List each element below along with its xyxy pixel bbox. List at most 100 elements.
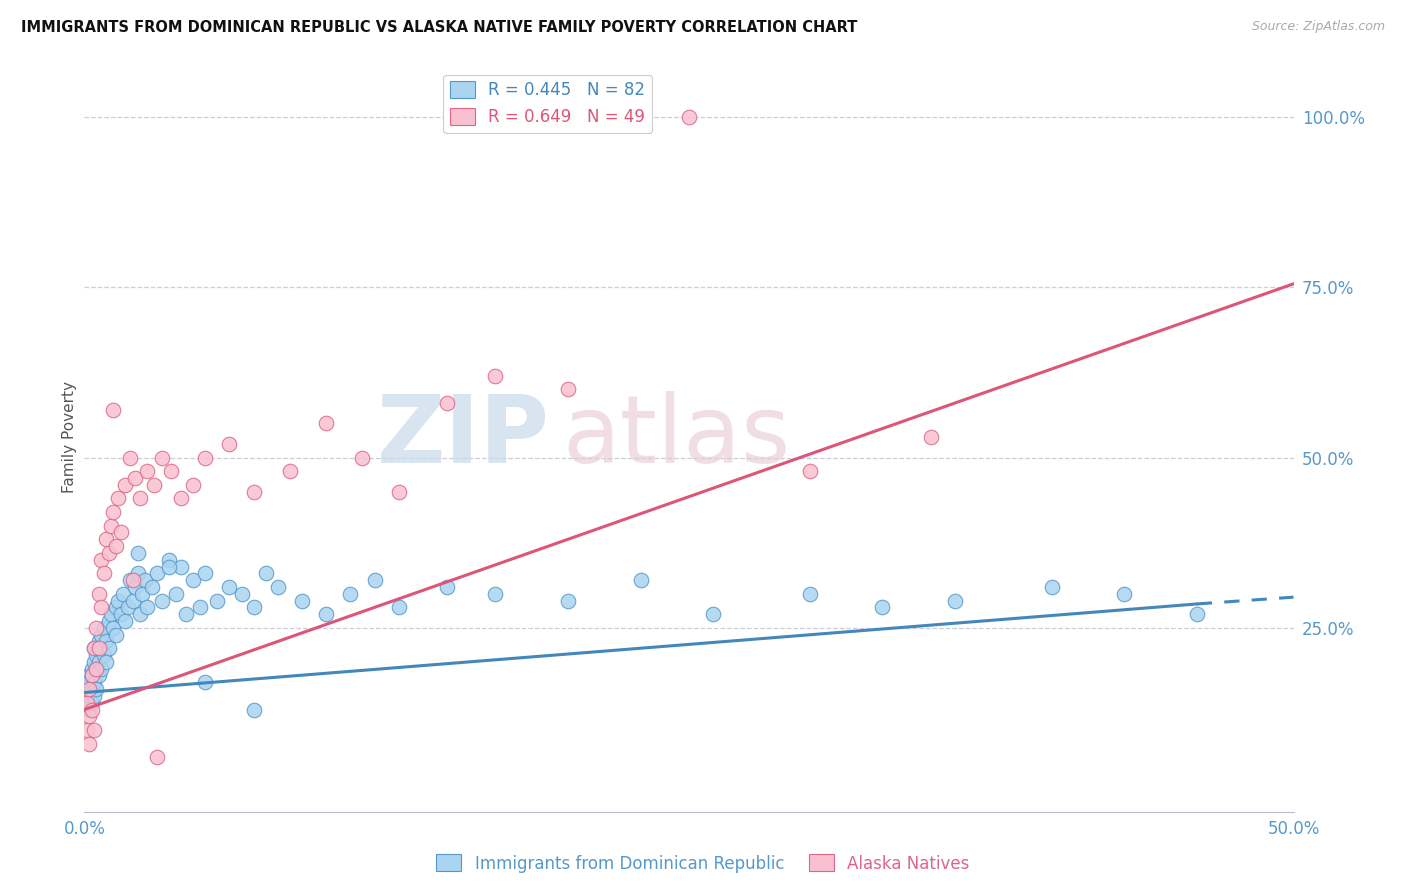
Point xyxy=(86,682,108,697)
Point xyxy=(484,368,506,383)
Text: Source: ZipAtlas.com: Source: ZipAtlas.com xyxy=(1251,20,1385,33)
Point xyxy=(90,627,112,641)
Point xyxy=(87,641,110,656)
Point xyxy=(218,580,240,594)
Point xyxy=(90,600,112,615)
Point xyxy=(678,110,700,124)
Point xyxy=(86,662,108,676)
Point xyxy=(630,573,652,587)
Point xyxy=(83,655,105,669)
Point xyxy=(97,546,120,560)
Point xyxy=(131,587,153,601)
Point xyxy=(87,655,110,669)
Text: IMMIGRANTS FROM DOMINICAN REPUBLIC VS ALASKA NATIVE FAMILY POVERTY CORRELATION C: IMMIGRANTS FROM DOMINICAN REPUBLIC VS AL… xyxy=(21,20,858,35)
Point xyxy=(136,464,159,478)
Point xyxy=(267,580,290,594)
Point xyxy=(129,607,152,622)
Point xyxy=(80,682,103,697)
Point xyxy=(194,450,217,465)
Point xyxy=(76,723,98,737)
Point xyxy=(120,573,142,587)
Point xyxy=(190,600,212,615)
Point xyxy=(160,464,183,478)
Point xyxy=(920,430,942,444)
Point xyxy=(943,593,966,607)
Point xyxy=(1185,607,1208,622)
Point xyxy=(218,437,240,451)
Point xyxy=(231,587,253,601)
Point xyxy=(143,477,166,491)
Point xyxy=(77,682,100,697)
Point xyxy=(83,689,105,703)
Point xyxy=(83,641,105,656)
Point xyxy=(80,662,103,676)
Point xyxy=(146,750,169,764)
Point xyxy=(97,614,120,628)
Legend: R = 0.445   N = 82, R = 0.649   N = 49: R = 0.445 N = 82, R = 0.649 N = 49 xyxy=(443,75,652,133)
Point xyxy=(352,450,374,465)
Point xyxy=(181,477,204,491)
Point xyxy=(77,689,100,703)
Point xyxy=(86,648,108,662)
Point xyxy=(100,607,122,622)
Point xyxy=(120,450,142,465)
Point xyxy=(557,383,579,397)
Point xyxy=(242,600,264,615)
Point xyxy=(76,696,98,710)
Point xyxy=(77,702,100,716)
Point xyxy=(97,641,120,656)
Point xyxy=(114,477,136,491)
Point xyxy=(87,587,110,601)
Point xyxy=(157,552,180,566)
Point xyxy=(107,491,129,506)
Point xyxy=(150,450,173,465)
Point xyxy=(146,566,169,581)
Point xyxy=(83,641,105,656)
Point xyxy=(557,593,579,607)
Point xyxy=(484,587,506,601)
Point xyxy=(86,621,108,635)
Point xyxy=(112,587,135,601)
Point xyxy=(170,559,193,574)
Point xyxy=(872,600,894,615)
Point xyxy=(86,662,108,676)
Point xyxy=(80,702,103,716)
Point xyxy=(87,634,110,648)
Point xyxy=(194,675,217,690)
Point xyxy=(194,566,217,581)
Point xyxy=(1114,587,1136,601)
Point xyxy=(87,668,110,682)
Point xyxy=(150,593,173,607)
Point xyxy=(94,533,117,547)
Point xyxy=(388,484,411,499)
Point xyxy=(107,593,129,607)
Point xyxy=(127,566,149,581)
Point xyxy=(278,464,301,478)
Point xyxy=(141,580,163,594)
Point xyxy=(103,402,125,417)
Point xyxy=(94,634,117,648)
Point xyxy=(90,662,112,676)
Point xyxy=(93,566,115,581)
Point xyxy=(127,546,149,560)
Point xyxy=(121,593,143,607)
Point xyxy=(90,641,112,656)
Point xyxy=(363,573,385,587)
Point xyxy=(103,505,125,519)
Point xyxy=(207,593,229,607)
Point xyxy=(114,614,136,628)
Point xyxy=(77,709,100,723)
Point xyxy=(121,573,143,587)
Point xyxy=(93,621,115,635)
Point xyxy=(93,648,115,662)
Point xyxy=(315,607,337,622)
Point xyxy=(76,696,98,710)
Point xyxy=(388,600,411,615)
Point xyxy=(104,539,127,553)
Point xyxy=(254,566,277,581)
Y-axis label: Family Poverty: Family Poverty xyxy=(62,381,77,493)
Point xyxy=(174,607,197,622)
Point xyxy=(117,600,139,615)
Point xyxy=(136,600,159,615)
Point xyxy=(80,696,103,710)
